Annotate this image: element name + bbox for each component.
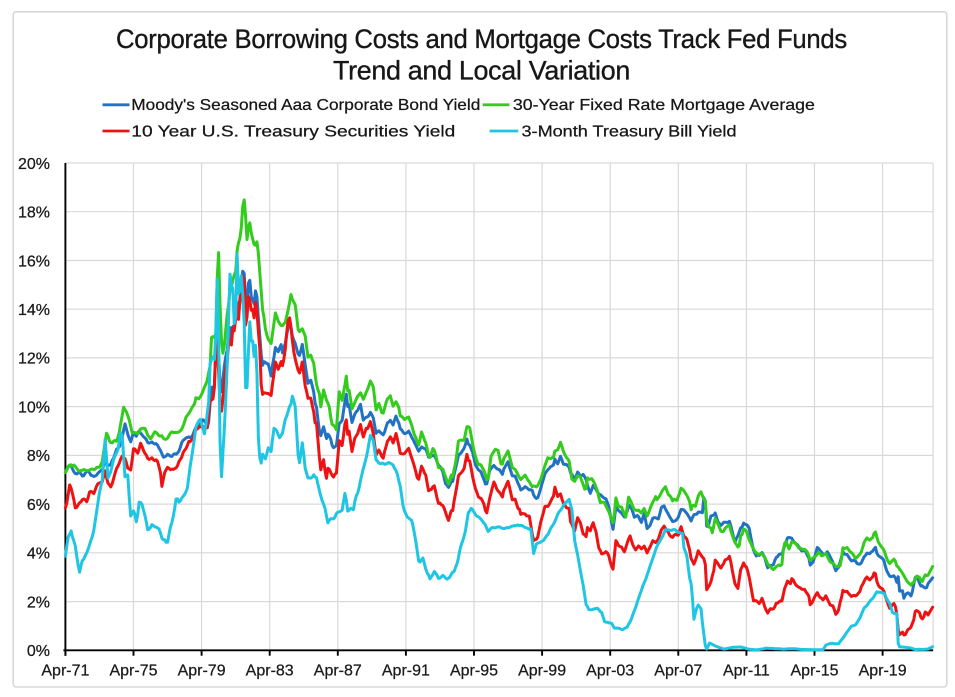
svg-text:2%: 2% (27, 594, 50, 611)
svg-text:8%: 8% (27, 448, 50, 465)
svg-text:3-Month Treasury Bill Yield: 3-Month Treasury Bill Yield (522, 123, 737, 140)
svg-text:0%: 0% (27, 643, 50, 660)
svg-text:Apr-03: Apr-03 (586, 663, 634, 680)
svg-text:18%: 18% (18, 205, 50, 222)
svg-text:12%: 12% (18, 351, 50, 368)
svg-text:Apr-11: Apr-11 (723, 663, 770, 680)
svg-text:Apr-71: Apr-71 (41, 663, 89, 680)
svg-text:4%: 4% (27, 546, 50, 563)
svg-text:Apr-87: Apr-87 (314, 663, 362, 680)
svg-text:6%: 6% (27, 497, 50, 514)
svg-text:30-Year Fixed Rate Mortgage Av: 30-Year Fixed Rate Mortgage Average (513, 97, 815, 114)
svg-text:20%: 20% (18, 156, 50, 173)
svg-text:Trend and Local Variation: Trend and Local Variation (333, 55, 630, 85)
svg-text:Apr-07: Apr-07 (654, 663, 702, 680)
svg-text:Apr-75: Apr-75 (109, 663, 157, 680)
svg-text:Apr-79: Apr-79 (178, 663, 226, 680)
svg-text:16%: 16% (18, 253, 50, 270)
svg-text:Moody's Seasoned Aaa Corporate: Moody's Seasoned Aaa Corporate Bond Yiel… (131, 97, 480, 114)
svg-text:14%: 14% (18, 302, 50, 319)
svg-text:Corporate Borrowing Costs and: Corporate Borrowing Costs and Mortgage C… (116, 24, 847, 54)
svg-text:Apr-15: Apr-15 (790, 663, 838, 680)
svg-text:Apr-99: Apr-99 (518, 663, 566, 680)
svg-text:10 Year U.S. Treasury Securiti: 10 Year U.S. Treasury Securities Yield (131, 123, 455, 140)
svg-text:Apr-95: Apr-95 (450, 663, 498, 680)
svg-text:Apr-91: Apr-91 (382, 663, 430, 680)
svg-text:Apr-19: Apr-19 (859, 663, 907, 680)
svg-text:Apr-83: Apr-83 (246, 663, 294, 680)
svg-text:10%: 10% (18, 399, 50, 416)
